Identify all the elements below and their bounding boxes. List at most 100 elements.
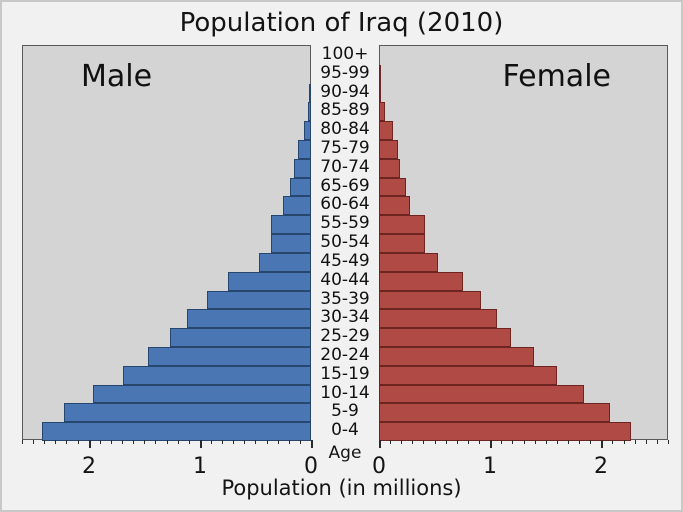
minor-tick bbox=[33, 440, 34, 444]
minor-tick bbox=[66, 440, 67, 444]
minor-tick bbox=[512, 440, 513, 444]
minor-tick bbox=[457, 440, 458, 444]
male-bar-50-54 bbox=[271, 234, 311, 253]
minor-tick bbox=[44, 440, 45, 444]
age-tick-label-65-69: 65-69 bbox=[320, 175, 370, 196]
male-panel: Male bbox=[22, 45, 311, 441]
minor-tick bbox=[133, 440, 134, 444]
minor-tick bbox=[423, 440, 424, 444]
minor-tick bbox=[646, 440, 647, 444]
x-tick-label-0: 0 bbox=[304, 454, 318, 479]
female-bar-40-44 bbox=[379, 271, 463, 291]
female-bar-45-49 bbox=[379, 252, 438, 272]
minor-tick bbox=[278, 440, 279, 444]
minor-tick bbox=[568, 440, 569, 444]
minor-tick bbox=[111, 440, 112, 444]
female-bar-35-39 bbox=[379, 290, 481, 310]
male-bar-30-34 bbox=[187, 309, 311, 329]
age-axis: 100+ 95-99 90-94 85-89 80-84 75-79 70-74 65-69 6… bbox=[311, 45, 379, 440]
age-tick-label-75-79: 75-79 bbox=[320, 138, 370, 159]
male-bar-10-14 bbox=[93, 384, 311, 404]
male-bar-90-94 bbox=[309, 83, 311, 103]
minor-tick bbox=[178, 440, 179, 444]
minor-tick bbox=[78, 440, 79, 444]
age-axis-label: Age bbox=[328, 443, 362, 463]
age-tick-label-40-44: 40-44 bbox=[320, 269, 370, 290]
female-bar-55-59 bbox=[379, 215, 425, 235]
female-bar-15-19 bbox=[379, 365, 557, 385]
major-tick bbox=[601, 440, 603, 448]
female-bar-5-9 bbox=[379, 403, 610, 423]
age-tick-label-50-54: 50-54 bbox=[320, 232, 370, 253]
male-bar-40-44 bbox=[228, 271, 311, 291]
minor-tick bbox=[546, 440, 547, 444]
male-bar-70-74 bbox=[294, 158, 311, 178]
age-tick-label-10-14: 10-14 bbox=[320, 382, 370, 403]
minor-tick bbox=[233, 440, 234, 444]
male-bar-60-64 bbox=[283, 196, 311, 216]
minor-tick bbox=[557, 440, 558, 444]
minor-tick bbox=[222, 440, 223, 444]
minor-tick bbox=[267, 440, 268, 444]
male-bar-35-39 bbox=[207, 290, 311, 310]
male-bar-55-59 bbox=[271, 215, 311, 235]
female-bar-10-14 bbox=[379, 384, 584, 404]
female-bar-95-99 bbox=[379, 64, 381, 84]
female-panel: Female bbox=[379, 45, 668, 441]
minor-tick bbox=[612, 440, 613, 444]
male-bar-80-84 bbox=[304, 121, 311, 141]
minor-tick bbox=[468, 440, 469, 444]
female-bar-30-34 bbox=[379, 309, 497, 329]
minor-tick bbox=[535, 440, 536, 444]
male-label: Male bbox=[81, 59, 153, 94]
minor-tick bbox=[524, 440, 525, 444]
female-bar-65-69 bbox=[379, 177, 406, 197]
female-bar-70-74 bbox=[379, 158, 400, 178]
minor-tick bbox=[255, 440, 256, 444]
minor-tick bbox=[657, 440, 658, 444]
age-tick-label-5-9: 5-9 bbox=[331, 401, 359, 422]
male-bar-20-24 bbox=[148, 346, 311, 366]
minor-tick bbox=[401, 440, 402, 444]
minor-tick bbox=[435, 440, 436, 444]
age-tick-label-35-39: 35-39 bbox=[320, 288, 370, 309]
female-bar-85-89 bbox=[379, 102, 385, 122]
male-bar-15-19 bbox=[123, 365, 311, 385]
age-tick-label-55-59: 55-59 bbox=[320, 213, 370, 234]
minor-tick bbox=[122, 440, 123, 444]
age-tick-label-60-64: 60-64 bbox=[320, 194, 370, 215]
minor-tick bbox=[579, 440, 580, 444]
minor-tick bbox=[100, 440, 101, 444]
age-tick-label-90-94: 90-94 bbox=[320, 81, 370, 102]
age-tick-label-85-89: 85-89 bbox=[320, 100, 370, 121]
male-bar-75-79 bbox=[298, 140, 311, 159]
x-tick-label-2: 2 bbox=[82, 454, 96, 479]
age-tick-label-20-24: 20-24 bbox=[320, 344, 370, 365]
male-bar-85-89 bbox=[308, 102, 311, 122]
major-tick bbox=[379, 440, 381, 448]
female-bar-75-79 bbox=[379, 140, 398, 159]
age-tick-label-30-34: 30-34 bbox=[320, 307, 370, 328]
age-tick-label-25-29: 25-29 bbox=[320, 326, 370, 347]
minor-tick bbox=[167, 440, 168, 444]
female-bar-20-24 bbox=[379, 346, 534, 366]
minor-tick bbox=[144, 440, 145, 444]
minor-tick bbox=[390, 440, 391, 444]
male-bar-45-49 bbox=[259, 252, 311, 272]
chart-title: Population of Iraq (2010) bbox=[179, 8, 504, 38]
female-bar-0-4 bbox=[379, 422, 631, 441]
female-bar-25-29 bbox=[379, 328, 511, 347]
minor-tick bbox=[211, 440, 212, 444]
age-tick-label-80-84: 80-84 bbox=[320, 119, 370, 140]
x-tick-label-1: 1 bbox=[483, 454, 497, 479]
female-bar-90-94 bbox=[379, 83, 381, 103]
minor-tick bbox=[300, 440, 301, 444]
age-tick-label-15-19: 15-19 bbox=[320, 363, 370, 384]
age-tick-label-70-74: 70-74 bbox=[320, 156, 370, 177]
male-bar-25-29 bbox=[170, 328, 311, 347]
minor-tick bbox=[668, 440, 669, 444]
major-tick bbox=[311, 440, 313, 448]
female-label: Female bbox=[502, 59, 611, 94]
major-tick bbox=[89, 440, 91, 448]
